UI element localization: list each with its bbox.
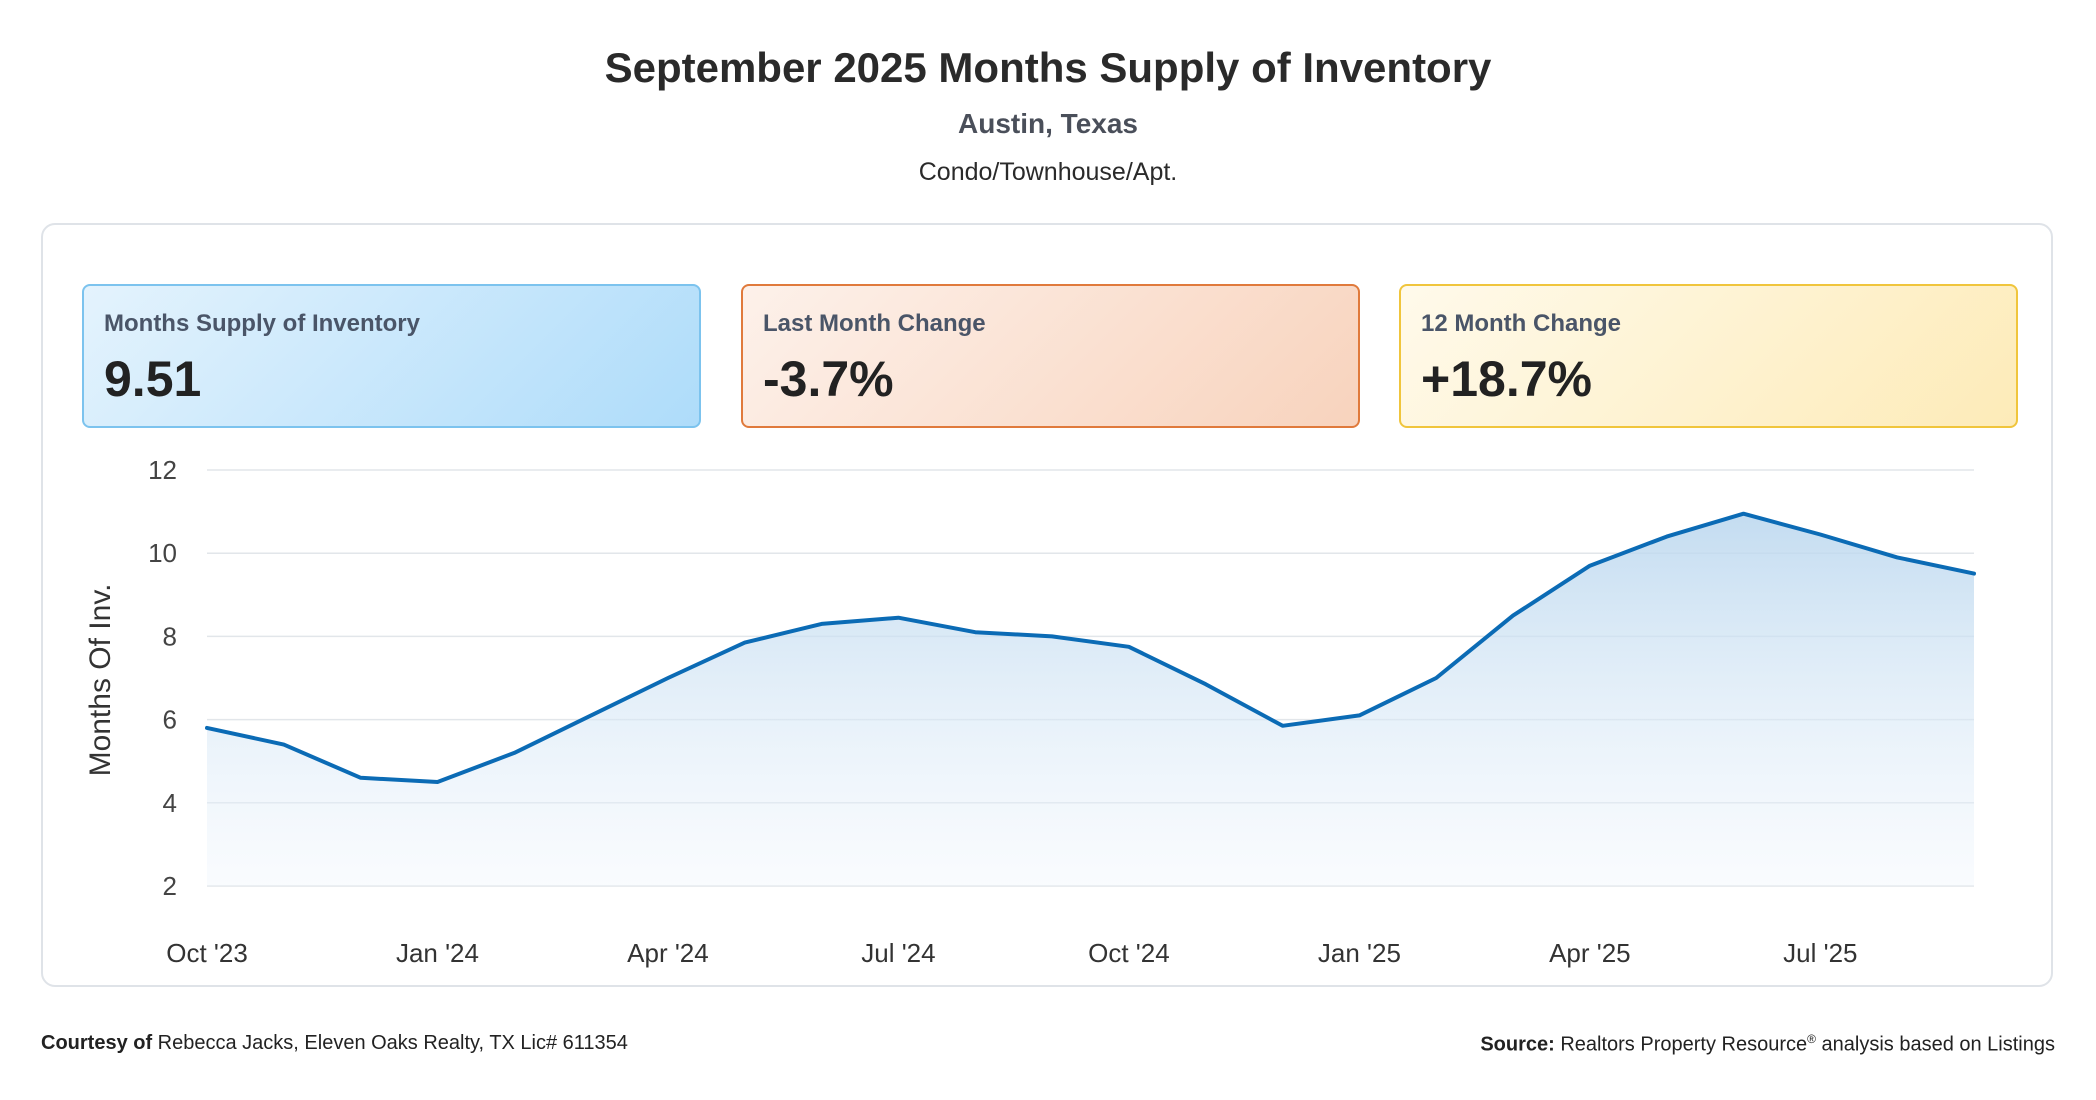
source-suffix: analysis based on Listings bbox=[1815, 1033, 2056, 1056]
last-month-change-label: Last Month Change bbox=[763, 310, 986, 337]
x-tick-label: Jan '25 bbox=[1318, 938, 1401, 968]
x-tick-label: Oct '24 bbox=[1088, 938, 1170, 968]
property-type-label: Condo/Townhouse/Apt. bbox=[918, 158, 1178, 186]
source-footer: Source: Realtors Property Resource® anal… bbox=[1480, 1032, 2055, 1057]
courtesy-text: Rebecca Jacks, Eleven Oaks Realty, TX Li… bbox=[152, 1032, 628, 1054]
x-tick-label: Jan '24 bbox=[396, 938, 479, 968]
last-month-change-value: -3.7% bbox=[763, 351, 894, 407]
series-line bbox=[205, 511, 1976, 784]
y-tick-label: 8 bbox=[163, 621, 177, 651]
y-tick-label: 12 bbox=[148, 455, 177, 485]
last-month-change-card: Last Month Change -3.7% bbox=[741, 284, 1360, 428]
months-supply-label: Months Supply of Inventory bbox=[104, 310, 420, 337]
x-axis-ticks: Oct '23 Jan '24 Apr '24 Jul '24 Oct '24 Jan '… bbox=[166, 938, 1857, 968]
x-tick-label: Jul '25 bbox=[1783, 938, 1857, 968]
x-tick-label: Oct '23 bbox=[166, 938, 248, 968]
twelve-month-change-card: 12 Month Change +18.7% bbox=[1399, 284, 2018, 428]
months-supply-value: 9.51 bbox=[104, 351, 202, 407]
location-subtitle: Austin, Texas bbox=[958, 108, 1138, 139]
x-tick-label: Jul '24 bbox=[861, 938, 935, 968]
page-title: September 2025 Months Supply of Inventor… bbox=[604, 44, 1492, 91]
source-label: Source: bbox=[1480, 1033, 1555, 1056]
y-tick-label: 2 bbox=[163, 871, 177, 901]
series-area bbox=[207, 513, 1974, 886]
y-axis-label: Months Of Inv. bbox=[84, 584, 117, 777]
twelve-month-change-label: 12 Month Change bbox=[1421, 310, 1622, 337]
months-supply-card: Months Supply of Inventory 9.51 bbox=[82, 284, 701, 428]
source-text: Realtors Property Resource bbox=[1554, 1033, 1808, 1056]
y-tick-label: 10 bbox=[148, 538, 177, 568]
registered-mark: ® bbox=[1807, 1032, 1816, 1046]
courtesy-label: Courtesy of bbox=[41, 1032, 153, 1054]
x-tick-label: Apr '24 bbox=[627, 938, 709, 968]
y-axis-ticks: 2 4 6 8 10 12 bbox=[148, 455, 177, 901]
twelve-month-change-value: +18.7% bbox=[1421, 351, 1592, 407]
x-tick-label: Apr '25 bbox=[1549, 938, 1631, 968]
y-tick-label: 4 bbox=[163, 788, 177, 818]
courtesy-footer: Courtesy of Rebecca Jacks, Eleven Oaks R… bbox=[41, 1032, 628, 1055]
y-tick-label: 6 bbox=[163, 705, 177, 735]
